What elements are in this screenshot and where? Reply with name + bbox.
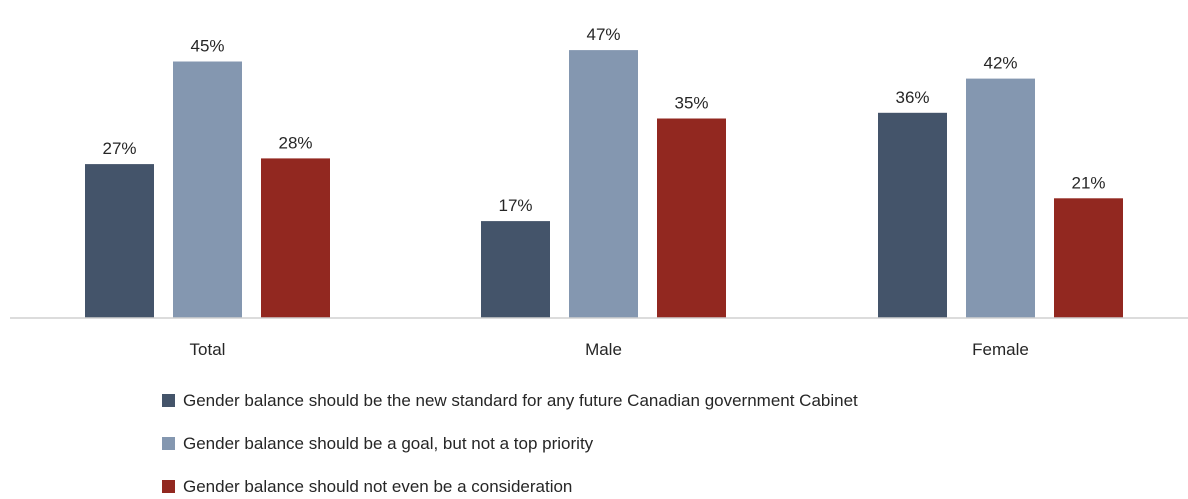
bar-male-series-1	[481, 221, 550, 318]
value-label-male-series-2: 47%	[586, 25, 620, 44]
bar-total-series-3	[261, 158, 330, 318]
bar-male-series-2	[569, 50, 638, 318]
bar-female-series-2	[966, 78, 1035, 318]
bar-total-series-1	[85, 164, 154, 318]
bar-female-series-3	[1054, 198, 1123, 318]
value-label-total-series-3: 28%	[278, 133, 312, 152]
legend-swatch-series-2	[162, 437, 175, 450]
value-label-total-series-1: 27%	[102, 139, 136, 158]
value-label-female-series-1: 36%	[895, 88, 929, 107]
bar-male-series-3	[657, 118, 726, 318]
x-tick-label-male: Male	[585, 340, 622, 359]
value-label-total-series-2: 45%	[190, 37, 224, 56]
bar-female-series-1	[878, 112, 947, 318]
value-label-female-series-3: 21%	[1071, 173, 1105, 192]
x-tick-label-total: Total	[190, 340, 226, 359]
x-tick-labels-layer: Total Male Female	[190, 340, 1029, 359]
value-label-male-series-3: 35%	[674, 94, 708, 113]
legend-label-series-1: Gender balance should be the new standar…	[183, 391, 858, 410]
bars-layer	[85, 50, 1123, 318]
legend-swatch-series-3	[162, 480, 175, 493]
value-label-female-series-2: 42%	[983, 54, 1017, 73]
legend-label-series-2: Gender balance should be a goal, but not…	[183, 434, 594, 453]
legend: Gender balance should be the new standar…	[162, 391, 858, 496]
value-label-male-series-1: 17%	[498, 196, 532, 215]
x-tick-label-female: Female	[972, 340, 1029, 359]
legend-swatch-series-1	[162, 394, 175, 407]
value-labels-layer: 27% 45% 28% 17% 47% 35% 36% 42% 21%	[102, 25, 1105, 215]
legend-label-series-3: Gender balance should not even be a cons…	[183, 477, 572, 496]
bar-total-series-2	[173, 61, 242, 318]
